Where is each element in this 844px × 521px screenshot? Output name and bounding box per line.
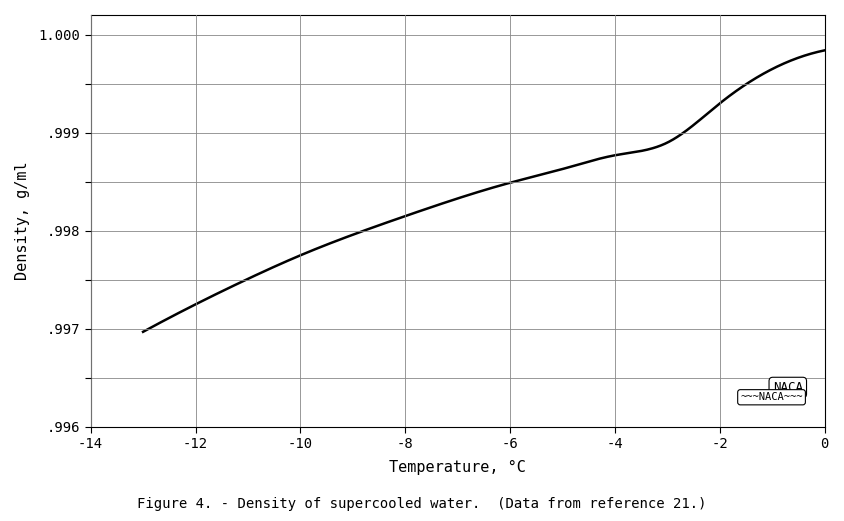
Text: NACA: NACA — [773, 381, 803, 394]
Y-axis label: Density, g/ml: Density, g/ml — [15, 162, 30, 280]
Text: ~~~NACA~~~: ~~~NACA~~~ — [740, 392, 803, 402]
X-axis label: Temperature, °C: Temperature, °C — [389, 460, 526, 475]
Text: Figure 4. - Density of supercooled water.  (Data from reference 21.): Figure 4. - Density of supercooled water… — [138, 497, 706, 511]
